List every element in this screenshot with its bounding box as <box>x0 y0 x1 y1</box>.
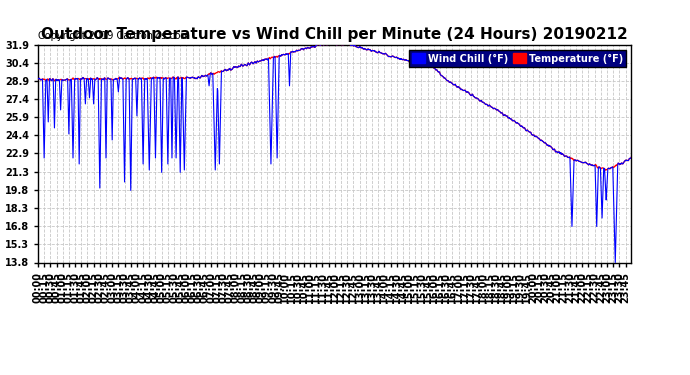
Title: Outdoor Temperature vs Wind Chill per Minute (24 Hours) 20190212: Outdoor Temperature vs Wind Chill per Mi… <box>41 27 628 42</box>
Legend: Wind Chill (°F), Temperature (°F): Wind Chill (°F), Temperature (°F) <box>409 50 626 67</box>
Text: Copyright 2019 Cartronics.com: Copyright 2019 Cartronics.com <box>38 31 190 40</box>
